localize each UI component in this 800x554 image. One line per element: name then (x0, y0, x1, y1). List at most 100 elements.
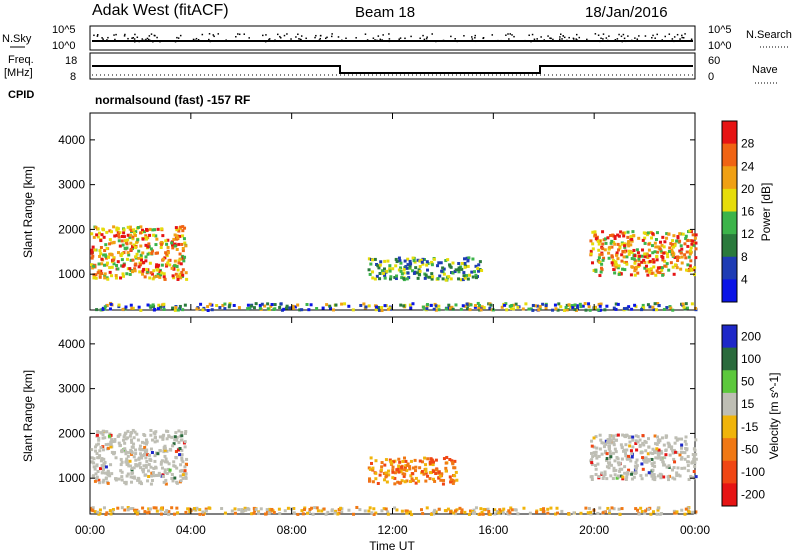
noise-dot (314, 36, 316, 39)
data-cell (453, 512, 457, 516)
data-cell (306, 511, 310, 515)
data-cell (277, 507, 281, 511)
noise-dot (148, 35, 151, 37)
noise-dot (435, 40, 437, 43)
data-cell (130, 466, 134, 470)
data-cell (623, 244, 627, 248)
data-cell (186, 507, 190, 511)
data-cell (649, 451, 653, 455)
data-cell (108, 270, 112, 274)
data-cell (149, 447, 153, 451)
data-cell (383, 463, 387, 467)
data-cell (160, 227, 164, 231)
data-cell (142, 448, 146, 452)
data-cell (664, 435, 668, 439)
data-cell (657, 448, 661, 452)
noise-dot (661, 39, 664, 41)
data-cell (133, 510, 137, 514)
data-cell (149, 247, 153, 251)
data-cell (273, 307, 277, 311)
data-cell (111, 508, 115, 512)
data-cell (104, 465, 108, 469)
data-cell (139, 466, 143, 470)
data-cell (587, 506, 591, 510)
data-cell (431, 477, 435, 481)
data-cell (521, 307, 525, 311)
data-cell (652, 308, 656, 312)
freq-tick-bottom: 8 (70, 71, 76, 83)
data-cell (457, 268, 461, 272)
data-cell (448, 475, 452, 479)
data-cell (129, 303, 133, 307)
data-cell (378, 263, 382, 267)
data-cell (618, 467, 622, 471)
data-cell (424, 273, 428, 277)
data-cell (136, 476, 140, 480)
data-cell (451, 307, 455, 311)
data-cell (99, 446, 103, 450)
data-cell (175, 435, 179, 439)
data-cell (179, 438, 183, 442)
noise-dot (624, 40, 627, 43)
data-cell (94, 225, 98, 229)
data-cell (126, 506, 130, 510)
data-cell (634, 471, 638, 475)
data-cell (394, 264, 398, 268)
data-cell (459, 307, 463, 311)
noise-dot (419, 37, 421, 40)
noise-dot (273, 40, 275, 43)
data-cell (662, 475, 666, 479)
y-tick-label: 4000 (58, 133, 85, 147)
data-cell (651, 452, 655, 456)
data-cell (208, 506, 212, 510)
data-cell (600, 441, 604, 445)
data-cell (608, 245, 612, 249)
data-cell (123, 480, 127, 484)
data-cell (663, 264, 667, 268)
noise-dot (141, 38, 144, 40)
data-cell (136, 438, 140, 442)
data-cell (119, 254, 123, 258)
data-cell (440, 269, 444, 273)
data-cell (663, 463, 667, 467)
data-cell (425, 506, 429, 510)
data-cell (176, 236, 180, 240)
data-cell (531, 308, 535, 312)
data-cell (595, 446, 599, 450)
data-cell (376, 264, 380, 268)
data-cell (326, 510, 330, 514)
data-cell (657, 452, 661, 456)
data-cell (642, 231, 646, 235)
data-cell (437, 304, 441, 308)
data-cell (126, 251, 130, 255)
data-cell (183, 431, 187, 435)
data-cell (266, 302, 270, 306)
data-cell (95, 443, 99, 447)
data-cell (291, 304, 295, 308)
data-cell (392, 460, 396, 464)
data-cell (164, 251, 168, 255)
data-cell (144, 234, 148, 238)
data-cell (453, 474, 457, 478)
data-cell (652, 260, 656, 264)
data-cell (133, 233, 137, 237)
noise-dot (454, 38, 456, 40)
data-cell (152, 275, 156, 279)
data-cell (429, 512, 433, 516)
data-cell (683, 307, 687, 311)
data-cell (272, 511, 276, 515)
noise-dot (540, 36, 542, 38)
noise-dot (575, 33, 578, 36)
data-cell (367, 268, 371, 272)
noise-dot (380, 39, 383, 42)
data-cell (397, 464, 401, 468)
noise-dot (547, 35, 549, 37)
data-cell (246, 307, 250, 311)
colorbar-tick-label: 4 (741, 272, 748, 286)
data-cell (675, 474, 679, 478)
data-cell (507, 509, 511, 513)
data-cell (628, 440, 632, 444)
data-cell (630, 239, 634, 243)
data-cell (677, 473, 681, 477)
data-cell (396, 480, 400, 484)
